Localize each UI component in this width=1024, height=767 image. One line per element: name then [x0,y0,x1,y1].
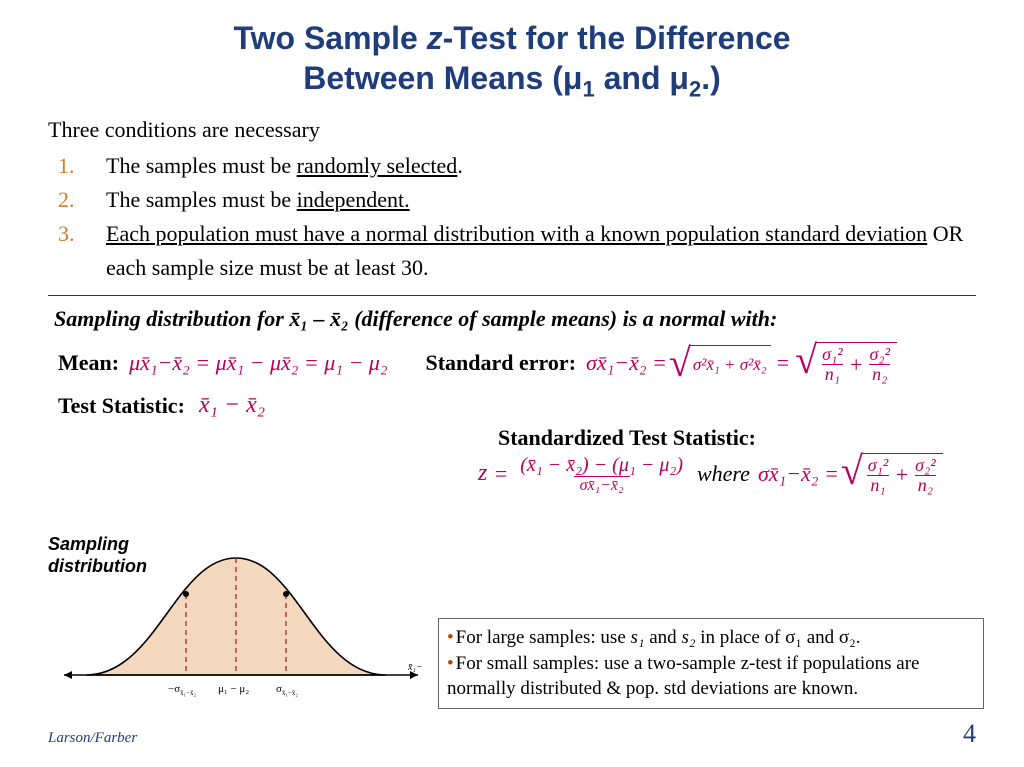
f1t: σ₁² [819,345,846,364]
list-number: 3. [58,217,75,251]
cond1-u: randomly selected [297,153,458,178]
title-sub1: 1 [582,76,594,101]
title-sub2: 2 [689,76,701,101]
se-lhs: σx̄₁−x̄₂ = [586,350,667,376]
se-sum: σ²x̄₁ + σ²x̄₂ [689,345,771,381]
normal-curve-icon: −σx̄₁−x̄₂ μ₁ − μ₂ σx̄₁−x̄₂ x̄₁− [46,520,446,720]
axis-left-label: −σx̄₁−x̄₂ [168,683,197,697]
axis-mid-label: μ₁ − μ₂ [218,683,249,695]
note-line-1: •For large samples: use s₁ and s₂ in pla… [447,625,975,651]
sampling-b: (difference of sample means) is a normal… [349,306,778,331]
title-part2c: .) [701,60,721,96]
cond3-u: Each population must have a normal distr… [106,221,927,246]
sampling-distribution-heading: Sampling distribution for x̄₁ – x̄₂ (dif… [54,306,976,332]
note-line-2: •For small samples: use a two-sample z-t… [447,651,975,702]
frac-s1: σ₁² n₁ [819,345,846,384]
bullet-icon: • [447,627,454,648]
se-lhs2: σx̄₁−x̄₂ = [758,461,839,487]
test-statistic-row: Test Statistic: x̄₁ − x̄₂ [58,392,976,419]
intro-text: Three conditions are necessary [48,117,976,143]
plus: + [849,352,864,378]
cond2-a: The samples must be [106,187,297,212]
n1d: s₂ [681,627,695,648]
f2t2: σ₂² [912,456,939,475]
f1b: n₁ [822,364,843,384]
mean-se-row: Mean: μx̄₁−x̄₂ = μx̄₁ − μx̄₂ = μ₁ − μ₂ S… [58,342,976,384]
title-part2b: and μ [595,60,689,96]
mean-label: Mean: [58,350,119,376]
mean-formula: μx̄₁−x̄₂ = μx̄₁ − μx̄₂ = μ₁ − μ₂ [129,350,387,376]
eq: = [777,350,789,376]
se-formula: σx̄₁−x̄₂ = √ σ²x̄₁ + σ²x̄₂ = √ σ₁² n₁ + … [586,342,897,384]
frac-s2b: σ₂² n₂ [912,456,939,495]
sqrt-icon: √ σ₁² n₁ + σ₂² n₂ [795,342,897,384]
f2b: n₂ [869,364,890,384]
z-den: σx̄₁−x̄₂ [574,476,630,495]
f1b2: n₁ [867,475,888,495]
bullet-icon: • [447,653,454,674]
notes-box: •For large samples: use s₁ and s₂ in pla… [438,618,984,709]
list-number: 1. [58,149,75,183]
footer-author: Larson/Farber [48,730,137,747]
sampling-diff: x̄₁ – x̄₂ [289,306,348,331]
title-part1b: -Test for the Difference [443,20,791,56]
ts-formula: x̄₁ − x̄₂ [199,392,265,419]
plus2: + [894,462,909,488]
condition-3: 3. Each population must have a normal di… [48,217,976,285]
where-formula: σx̄₁−x̄₂ = √ σ₁² n₁ + σ₂² n₂ [758,453,943,495]
title-z: z [427,20,443,56]
cond2-u: independent. [297,187,410,212]
z-num: (x̄₁ − x̄₂) − (μ₁ − μ₂) [514,454,689,476]
z-formula-row: z = (x̄₁ − x̄₂) − (μ₁ − μ₂) σx̄₁−x̄₂ whe… [478,453,976,495]
axis-far-label: x̄₁− [407,662,423,673]
n1a: For large samples: use [456,627,631,648]
condition-2: 2. The samples must be independent. [48,183,976,217]
slide-title: Two Sample z-Test for the Difference Bet… [48,18,976,103]
se-label: Standard error: [426,350,577,376]
sampling-a: Sampling distribution for [54,306,289,331]
title-part1: Two Sample [233,20,426,56]
standardized-ts-label: Standardized Test Statistic: [498,425,976,451]
eq: = [493,461,508,487]
axis-right-label: σx̄₁−x̄₂ [276,683,298,697]
n1c: and [645,627,682,648]
title-part2a: Between Means (μ [303,60,582,96]
n1b: s₁ [631,627,645,648]
f2b2: n₂ [915,475,936,495]
divider [48,295,976,296]
n1e: in place of σ₁ and σ₂. [695,627,860,648]
sqrt-icon: √ σ₁² n₁ + σ₂² n₂ [841,453,943,495]
ts-label: Test Statistic: [58,393,185,419]
list-number: 2. [58,183,75,217]
frac-s2: σ₂² n₂ [866,345,893,384]
sqrt-icon: √ σ²x̄₁ + σ²x̄₂ [669,345,771,381]
cond1-a: The samples must be [106,153,297,178]
f1t2: σ₁² [865,456,892,475]
page-number: 4 [963,719,976,749]
f2t: σ₂² [866,345,893,364]
z-fraction: (x̄₁ − x̄₂) − (μ₁ − μ₂) σx̄₁−x̄₂ [514,454,689,495]
cond1-b: . [457,153,463,178]
conditions-list: 1. The samples must be randomly selected… [48,149,976,285]
frac-s1b: σ₁² n₁ [865,456,892,495]
where-label: where [697,461,750,487]
n2: For small samples: use a two-sample z-te… [447,653,919,700]
condition-1: 1. The samples must be randomly selected… [48,149,976,183]
z-var: z [478,460,487,487]
